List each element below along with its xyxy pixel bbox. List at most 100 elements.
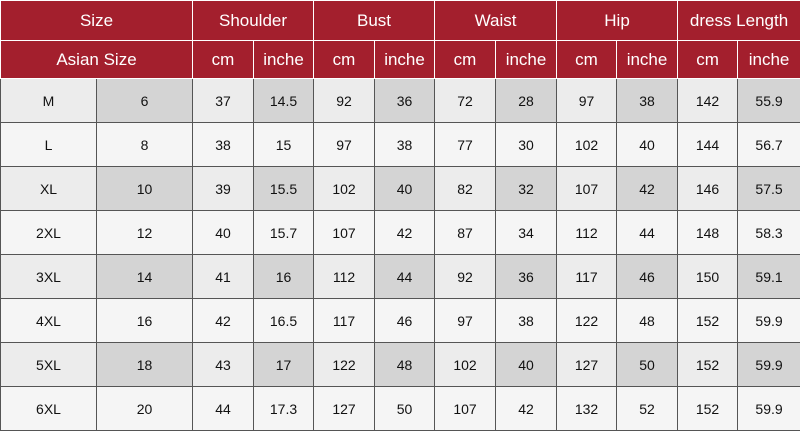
table-cell: 16 xyxy=(253,254,315,299)
table-cell: 52 xyxy=(616,386,679,431)
table-cell: 77 xyxy=(434,122,497,167)
header-cell: Size xyxy=(0,0,194,41)
table-cell: 127 xyxy=(313,386,376,431)
table-cell: 41 xyxy=(192,254,255,299)
header-row: Asian Size cm inche cm inche cm inche cm inche cm… xyxy=(0,40,800,79)
table-cell: 42 xyxy=(616,166,679,211)
subheader-cell: cm xyxy=(192,40,255,79)
table-cell: 17 xyxy=(253,342,315,387)
table-cell: 50 xyxy=(374,386,436,431)
subheader-cell: inche xyxy=(495,40,558,79)
table-cell: 38 xyxy=(192,122,255,167)
table-cell: 15 xyxy=(253,122,315,167)
table-cell: 40 xyxy=(616,122,679,167)
header-cell: Shoulder xyxy=(192,0,315,41)
table-cell: 38 xyxy=(495,298,558,343)
table-cell: 12 xyxy=(95,210,194,255)
table-cell: 8 xyxy=(95,122,194,167)
table-cell: 92 xyxy=(434,254,497,299)
table-row: XL 10 39 15.5 102 40 82 32 107 42 146 57.5 xyxy=(0,166,800,211)
table-cell: 16.5 xyxy=(253,298,315,343)
table-cell: 59.9 xyxy=(737,342,800,387)
table-row: M 6 37 14.5 92 36 72 28 97 38 142 55.9 xyxy=(0,78,800,123)
table-cell: 18 xyxy=(95,342,194,387)
subheader-cell: Asian Size xyxy=(0,40,194,79)
table-cell: 132 xyxy=(556,386,618,431)
table-cell: 20 xyxy=(95,386,194,431)
table-body: M 6 37 14.5 92 36 72 28 97 38 142 55.9 L 8 38 15 97 38 77 3… xyxy=(0,78,800,431)
table-cell: 16 xyxy=(95,298,194,343)
table-cell: 117 xyxy=(556,254,618,299)
table-cell: XL xyxy=(0,166,97,211)
table-cell: 92 xyxy=(313,78,376,123)
subheader-cell: inche xyxy=(616,40,679,79)
table-cell: 107 xyxy=(313,210,376,255)
table-row: 6XL 20 44 17.3 127 50 107 42 132 52 152 59.9 xyxy=(0,386,800,431)
table-cell: 15.7 xyxy=(253,210,315,255)
table-cell: 44 xyxy=(374,254,436,299)
table-cell: 102 xyxy=(556,122,618,167)
table-cell: 122 xyxy=(556,298,618,343)
table-cell: 144 xyxy=(677,122,739,167)
table-cell: 3XL xyxy=(0,254,97,299)
table-cell: 102 xyxy=(313,166,376,211)
table-cell: 59.1 xyxy=(737,254,800,299)
header-cell: Waist xyxy=(434,0,558,41)
table-cell: 112 xyxy=(556,210,618,255)
table-cell: 107 xyxy=(434,386,497,431)
table-row: 3XL 14 41 16 112 44 92 36 117 46 150 59.1 xyxy=(0,254,800,299)
table-cell: 50 xyxy=(616,342,679,387)
table-cell: 14 xyxy=(95,254,194,299)
table-row: 2XL 12 40 15.7 107 42 87 34 112 44 148 58.3 xyxy=(0,210,800,255)
table-cell: 97 xyxy=(434,298,497,343)
table-cell: L xyxy=(0,122,97,167)
table-cell: 48 xyxy=(616,298,679,343)
table-cell: 117 xyxy=(313,298,376,343)
subheader-cell: inche xyxy=(253,40,315,79)
table-cell: 43 xyxy=(192,342,255,387)
subheader-cell: inche xyxy=(374,40,436,79)
table-cell: 148 xyxy=(677,210,739,255)
subheader-cell: cm xyxy=(434,40,497,79)
table-cell: 42 xyxy=(192,298,255,343)
table-cell: 14.5 xyxy=(253,78,315,123)
table-cell: 82 xyxy=(434,166,497,211)
table-cell: 40 xyxy=(495,342,558,387)
table-cell: 15.5 xyxy=(253,166,315,211)
table-cell: 127 xyxy=(556,342,618,387)
table-cell: 6XL xyxy=(0,386,97,431)
table-cell: 150 xyxy=(677,254,739,299)
table-cell: 142 xyxy=(677,78,739,123)
table-cell: 4XL xyxy=(0,298,97,343)
table-cell: 107 xyxy=(556,166,618,211)
table-cell: 17.3 xyxy=(253,386,315,431)
header-cell: dress Length xyxy=(677,0,800,41)
table-cell: 57.5 xyxy=(737,166,800,211)
table-cell: 30 xyxy=(495,122,558,167)
table-cell: 10 xyxy=(95,166,194,211)
table-cell: 122 xyxy=(313,342,376,387)
table-cell: 58.3 xyxy=(737,210,800,255)
table-cell: 56.7 xyxy=(737,122,800,167)
subheader-cell: cm xyxy=(677,40,739,79)
table-cell: 5XL xyxy=(0,342,97,387)
table-cell: 55.9 xyxy=(737,78,800,123)
table-cell: 59.9 xyxy=(737,386,800,431)
table-cell: 32 xyxy=(495,166,558,211)
table-cell: 28 xyxy=(495,78,558,123)
table-cell: 42 xyxy=(495,386,558,431)
table-row: L 8 38 15 97 38 77 30 102 40 144 56.7 xyxy=(0,122,800,167)
table-cell: 146 xyxy=(677,166,739,211)
table-cell: 36 xyxy=(495,254,558,299)
table-row: 4XL 16 42 16.5 117 46 97 38 122 48 152 59.9 xyxy=(0,298,800,343)
table-row: 5XL 18 43 17 122 48 102 40 127 50 152 59.9 xyxy=(0,342,800,387)
table-cell: 46 xyxy=(616,254,679,299)
table-cell: 152 xyxy=(677,298,739,343)
table-cell: 6 xyxy=(95,78,194,123)
subheader-cell: cm xyxy=(313,40,376,79)
table-cell: 44 xyxy=(192,386,255,431)
table-cell: 72 xyxy=(434,78,497,123)
table-cell: 46 xyxy=(374,298,436,343)
